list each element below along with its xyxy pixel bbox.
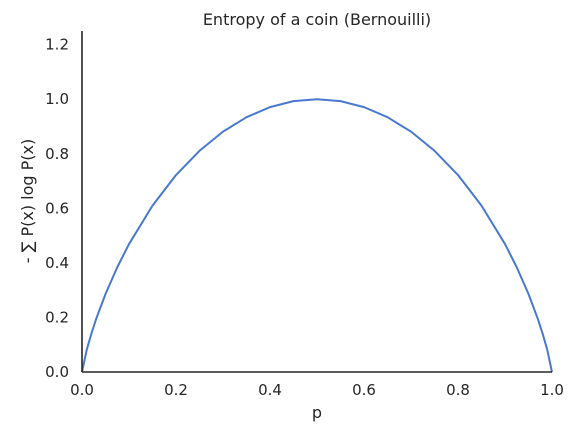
y-tick-label: 0.4 (45, 254, 69, 272)
y-tick-label: 0.6 (45, 199, 69, 217)
y-tick-labels: 0.0 0.2 0.4 0.6 0.8 1.0 1.2 (45, 36, 69, 381)
y-tick-label: 0.2 (45, 308, 69, 326)
x-tick-label: 0.8 (446, 381, 470, 399)
x-tick-label: 0.0 (70, 381, 94, 399)
y-tick-label: 1.2 (45, 36, 69, 54)
y-tick-label: 0.0 (45, 363, 69, 381)
x-tick-labels: 0.0 0.2 0.4 0.6 0.8 1.0 (70, 381, 564, 399)
y-tick-label: 0.8 (45, 145, 69, 163)
x-tick-label: 0.6 (352, 381, 376, 399)
x-tick-label: 0.2 (164, 381, 188, 399)
y-tick-label: 1.0 (45, 90, 69, 108)
x-tick-label: 1.0 (540, 381, 564, 399)
x-axis-label: p (312, 403, 322, 422)
chart-title: Entropy of a coin (Bernouilli) (203, 10, 431, 29)
y-axis-label: - ∑ P(x) log P(x) (18, 139, 37, 264)
series-line (82, 99, 552, 372)
x-tick-label: 0.4 (258, 381, 282, 399)
